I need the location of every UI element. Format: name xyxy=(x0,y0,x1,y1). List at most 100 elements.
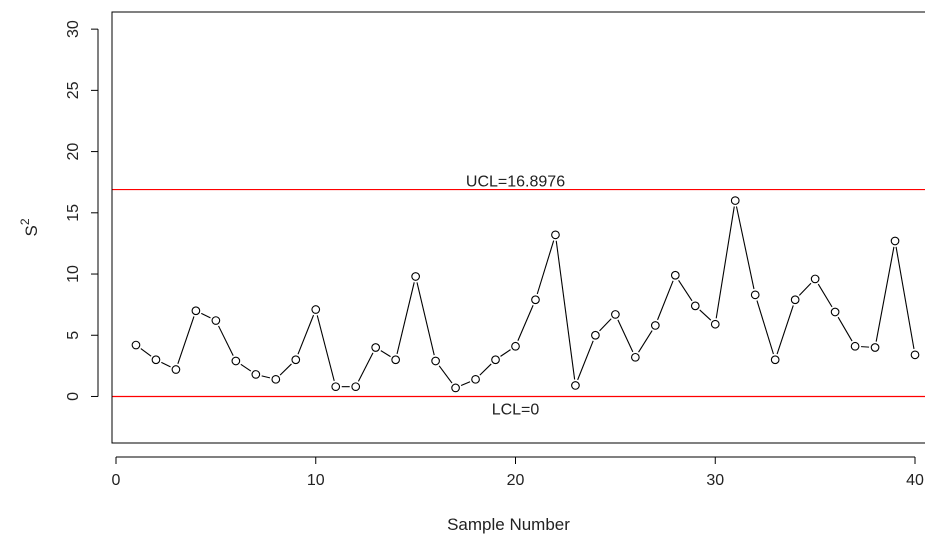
series-segment-0-33 xyxy=(798,282,812,296)
data-point-0-5 xyxy=(231,356,241,366)
series-segment-0-22 xyxy=(577,340,594,381)
series-segment-0-29 xyxy=(715,206,735,319)
y-tick-label-1: 5 xyxy=(65,331,82,340)
y-axis-title-superscript: 2 xyxy=(18,218,32,225)
data-point-0-39 xyxy=(910,350,920,360)
reference-labels: UCL=16.8976 LCL=0 xyxy=(466,174,565,419)
y-tick-label-4: 20 xyxy=(65,143,82,161)
series-segment-0-1 xyxy=(161,361,171,368)
series-segment-0-0 xyxy=(140,348,152,357)
data-point-0-20 xyxy=(531,295,540,305)
series-segment-0-5 xyxy=(240,363,252,372)
data-point-0-15 xyxy=(431,356,440,366)
series-segment-0-9 xyxy=(316,315,335,382)
series-segment-0-35 xyxy=(837,316,853,342)
series-segment-0-25 xyxy=(638,330,653,353)
series-segment-0-12 xyxy=(380,350,391,358)
data-point-0-8 xyxy=(291,355,301,365)
series-segment-0-23 xyxy=(599,318,612,332)
y-tick-label-6: 30 xyxy=(65,20,82,38)
y-tick-label-3: 15 xyxy=(65,204,82,222)
data-point-0-25 xyxy=(631,352,640,362)
reference-lines xyxy=(112,188,925,398)
y-axis: 0 5 10 15 20 25 30 xyxy=(65,20,99,401)
series-segment-0-6 xyxy=(261,375,271,379)
data-point-0-27 xyxy=(670,270,680,280)
data-point-0-17 xyxy=(471,374,480,384)
data-point-0-30 xyxy=(730,196,740,205)
series-segment-0-17 xyxy=(479,363,492,376)
data-point-0-32 xyxy=(770,355,780,365)
data-point-0-3 xyxy=(191,306,201,316)
series-segment-0-30 xyxy=(735,206,755,290)
data-point-0-1 xyxy=(151,355,161,365)
series-segment-0-7 xyxy=(279,363,292,376)
data-point-0-23 xyxy=(591,330,600,340)
series-segment-0-14 xyxy=(416,282,435,356)
reference-label-0: UCL=16.8976 xyxy=(466,174,565,191)
data-point-0-19 xyxy=(511,341,520,351)
series-segment-0-20 xyxy=(536,240,555,295)
data-point-0-37 xyxy=(870,343,880,352)
y-axis-title-base: S xyxy=(22,225,41,236)
data-point-0-24 xyxy=(611,310,620,319)
data-point-0-10 xyxy=(331,382,341,392)
x-tick-label-3: 30 xyxy=(706,472,724,489)
series-segment-0-21 xyxy=(555,240,576,380)
data-point-0-34 xyxy=(810,274,820,284)
series-segment-0-2 xyxy=(177,316,195,365)
data-point-0-11 xyxy=(351,382,361,392)
series-segment-0-31 xyxy=(756,300,774,355)
data-point-0-14 xyxy=(411,272,420,281)
data-point-0-33 xyxy=(790,295,800,305)
y-axis-title: S2 xyxy=(18,218,41,236)
series-segment-0-26 xyxy=(657,280,674,321)
series-segment-0-34 xyxy=(817,283,833,308)
x-tick-label-1: 10 xyxy=(307,472,325,489)
series-segment-0-27 xyxy=(678,279,693,302)
data-point-0-18 xyxy=(491,355,500,365)
data-point-0-29 xyxy=(710,319,720,329)
y-tick-label-2: 10 xyxy=(65,265,82,283)
data-point-0-9 xyxy=(311,305,321,314)
x-tick-label-4: 40 xyxy=(906,472,924,489)
data-point-0-26 xyxy=(650,321,660,330)
reference-label-1: LCL=0 xyxy=(492,401,540,418)
data-point-0-21 xyxy=(551,230,560,240)
data-point-0-22 xyxy=(571,381,580,390)
series-segment-0-18 xyxy=(500,349,511,357)
data-point-0-35 xyxy=(830,307,840,317)
data-point-0-7 xyxy=(271,374,281,384)
plot-area: UCL=16.8976 LCL=0 xyxy=(112,174,925,419)
series-segment-0-38 xyxy=(895,246,915,350)
series-segment-0-19 xyxy=(517,305,534,341)
series-segment-0-37 xyxy=(875,246,895,342)
x-axis: 0 10 20 30 40 xyxy=(112,456,924,489)
series-segment-0-11 xyxy=(357,352,374,382)
data-point-0-0 xyxy=(131,340,141,350)
data-point-0-28 xyxy=(690,301,700,311)
data-point-0-38 xyxy=(890,236,900,246)
series-segment-0-15 xyxy=(438,365,453,384)
series-points xyxy=(131,196,920,393)
data-point-0-36 xyxy=(850,341,860,351)
series-segment-0-3 xyxy=(201,312,211,319)
y-tick-label-0: 0 xyxy=(65,392,82,401)
series-line xyxy=(140,206,915,388)
data-point-0-2 xyxy=(171,365,181,374)
x-tick-label-2: 20 xyxy=(507,472,525,489)
series-segment-0-8 xyxy=(297,314,315,355)
data-point-0-16 xyxy=(451,383,460,393)
series-segment-0-13 xyxy=(396,282,415,355)
plot-border xyxy=(111,11,925,444)
data-point-0-31 xyxy=(750,290,760,300)
series-segment-0-4 xyxy=(218,325,234,356)
series-segment-0-16 xyxy=(460,381,471,387)
x-axis-title: Sample Number xyxy=(447,515,570,534)
data-point-0-4 xyxy=(211,316,221,325)
y-tick-label-5: 25 xyxy=(65,81,82,99)
series-segment-0-24 xyxy=(617,319,634,353)
data-point-0-6 xyxy=(251,370,261,379)
data-point-0-12 xyxy=(371,343,381,352)
